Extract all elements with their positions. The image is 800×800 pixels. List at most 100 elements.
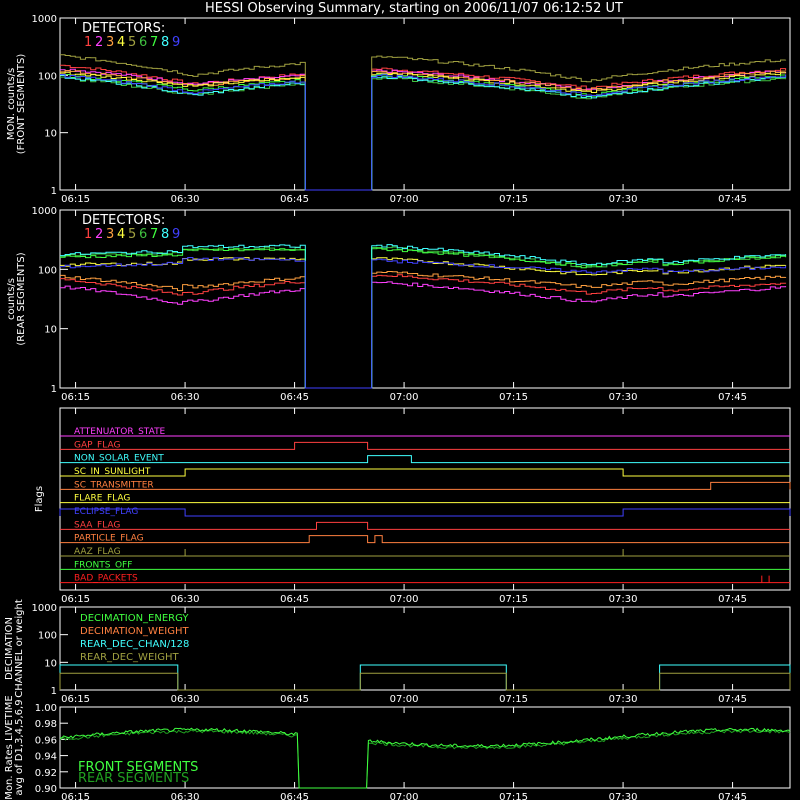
front-series-9 bbox=[60, 73, 787, 191]
rear-frame bbox=[59, 209, 791, 389]
flag-line-gap_flag bbox=[60, 441, 790, 450]
flag-line-bad_packets bbox=[60, 575, 790, 584]
livetime-xtick-label: 07:30 bbox=[609, 792, 638, 800]
flag-label-eclipse_flag: ECLIPSE_FLAG bbox=[74, 507, 138, 517]
flags-xtick-label: 07:15 bbox=[499, 594, 528, 605]
flags-ylabel: Flags bbox=[34, 486, 45, 512]
livetime-legend-1: REAR SEGMENTS bbox=[78, 771, 189, 786]
front-ytick-label: 1 bbox=[51, 186, 57, 197]
rear-xtick-label: 07:15 bbox=[499, 392, 528, 403]
rear-series-7 bbox=[60, 247, 787, 389]
decimation-legend-0: DECIMATION_ENERGY bbox=[80, 613, 189, 624]
front-xtick-label: 06:30 bbox=[171, 194, 200, 205]
decimation-ytick-label: 10 bbox=[44, 658, 57, 669]
livetime-xtick-label: 06:15 bbox=[61, 792, 90, 800]
rear-xtick-label: 07:45 bbox=[718, 392, 747, 403]
front-legend-5: 5 bbox=[128, 35, 136, 50]
flag-line-sc_in_sunlight bbox=[60, 468, 790, 477]
livetime-xtick-label: 06:30 bbox=[171, 792, 200, 800]
front-ytick-label: 1000 bbox=[32, 14, 57, 25]
flag-line-sc_transmitter bbox=[60, 481, 791, 490]
rear-series-8 bbox=[60, 244, 787, 389]
front-xtick-label: 06:45 bbox=[280, 194, 309, 205]
flags-xtick-label: 06:15 bbox=[61, 594, 90, 605]
front-series-3 bbox=[60, 70, 787, 191]
front-legend-title: DETECTORS: bbox=[82, 21, 165, 36]
livetime-ytick-label: 0.98 bbox=[35, 719, 57, 730]
flags-xtick-label: 06:30 bbox=[171, 594, 200, 605]
front-legend-6: 6 bbox=[139, 35, 147, 50]
rear-ytick-label: 100 bbox=[38, 265, 57, 276]
flags-xtick-label: 06:45 bbox=[280, 594, 309, 605]
decimation-ytick-label: 1000 bbox=[32, 603, 57, 614]
decimation-legend-3: REAR_DEC_WEIGHT bbox=[80, 652, 179, 663]
flags-xtick-label: 07:45 bbox=[718, 594, 747, 605]
rear-legend-9: 9 bbox=[172, 227, 180, 242]
livetime-ytick-label: 0.94 bbox=[35, 752, 57, 763]
livetime-ytick-label: 0.96 bbox=[35, 735, 57, 746]
rear-xtick-label: 06:30 bbox=[171, 392, 200, 403]
rear-legend-7: 7 bbox=[150, 227, 158, 242]
rear-ylabel: (REAR SEGMENTS) bbox=[16, 252, 27, 345]
flag-label-flare_flag: FLARE_FLAG bbox=[74, 494, 130, 504]
front-xtick-label: 07:15 bbox=[499, 194, 528, 205]
front-frame bbox=[59, 17, 791, 191]
flags-xtick-label: 07:30 bbox=[609, 594, 638, 605]
decimation-xtick-label: 07:30 bbox=[609, 694, 638, 705]
decimation-ylabel: DECIMATION bbox=[4, 617, 15, 680]
flags-xtick-label: 07:00 bbox=[390, 594, 419, 605]
livetime-series-0 bbox=[59, 729, 791, 789]
rear-legend-8: 8 bbox=[161, 227, 169, 242]
decimation-ylabel: CHANNEL or weight bbox=[14, 599, 25, 698]
rear-ylabel: counts/s bbox=[6, 278, 17, 320]
livetime-ytick-label: 1.00 bbox=[35, 703, 57, 714]
rear-xtick-label: 06:45 bbox=[280, 392, 309, 403]
front-series-5 bbox=[60, 54, 787, 191]
rear-legend-1: 1 bbox=[84, 227, 92, 242]
flag-label-gap_flag: GAP_FLAG bbox=[74, 440, 120, 450]
front-ylabel: (FRONT SEGMENTS) bbox=[16, 54, 27, 155]
front-legend-8: 8 bbox=[161, 35, 169, 50]
front-ytick-label: 10 bbox=[44, 129, 57, 140]
rear-legend-4: 4 bbox=[117, 227, 125, 242]
front-legend-4: 4 bbox=[117, 35, 125, 50]
rear-legend-6: 6 bbox=[139, 227, 147, 242]
livetime-ytick-label: 0.90 bbox=[35, 784, 57, 795]
rear-xtick-label: 07:00 bbox=[390, 392, 419, 403]
front-legend-3: 3 bbox=[106, 35, 114, 50]
rear-xtick-label: 06:15 bbox=[61, 392, 90, 403]
rear-legend-3: 3 bbox=[106, 227, 114, 242]
flag-label-particle_flag: PARTICLE_FLAG bbox=[74, 534, 144, 544]
flag-label-bad_packets: BAD_PACKETS bbox=[74, 574, 138, 584]
decimation-xtick-label: 06:15 bbox=[61, 694, 90, 705]
decimation-xtick-label: 06:45 bbox=[280, 694, 309, 705]
rear-series-6 bbox=[60, 246, 787, 389]
rear-ytick-label: 10 bbox=[44, 325, 57, 336]
front-xtick-label: 07:45 bbox=[718, 194, 747, 205]
decimation-legend-1: DECIMATION_WEIGHT bbox=[80, 626, 189, 637]
front-xtick-label: 07:30 bbox=[609, 194, 638, 205]
flag-label-saa_flag: SAA_FLAG bbox=[74, 520, 120, 530]
livetime-xtick-label: 07:45 bbox=[718, 792, 747, 800]
rear-ytick-label: 1000 bbox=[32, 206, 57, 217]
decimation-legend-2: REAR_DEC_CHAN/128 bbox=[80, 639, 189, 650]
flags-frame bbox=[59, 407, 791, 591]
rear-series-3 bbox=[60, 271, 787, 389]
flag-label-sc_transmitter: SC_TRANSMITTER bbox=[74, 480, 154, 490]
rear-xtick-label: 07:30 bbox=[609, 392, 638, 403]
flag-line-aaz_flag bbox=[60, 549, 790, 557]
front-series-6 bbox=[60, 76, 787, 191]
flag-line-non_solar_event bbox=[60, 455, 790, 464]
livetime-ylabel: avg of D1,3,4,5,6,9 bbox=[14, 699, 25, 795]
flag-label-non_solar_event: NON_SOLAR_EVENT bbox=[74, 454, 164, 464]
livetime-legend-0: FRONT SEGMENTS bbox=[78, 760, 198, 775]
flag-label-sc_in_sunlight: SC_IN_SUNLIGHT bbox=[74, 467, 151, 477]
flag-label-attenuator_state: ATTENUATOR_STATE bbox=[74, 427, 166, 437]
rear-series-4 bbox=[60, 257, 787, 389]
flag-label-aaz_flag: AAZ_FLAG bbox=[74, 547, 121, 557]
rear-legend-5: 5 bbox=[128, 227, 136, 242]
flag-line-eclipse_flag bbox=[59, 508, 791, 517]
front-series-8 bbox=[60, 74, 787, 191]
chart-title: HESSI Observing Summary, starting on 200… bbox=[205, 1, 623, 16]
livetime-frame bbox=[59, 706, 791, 789]
